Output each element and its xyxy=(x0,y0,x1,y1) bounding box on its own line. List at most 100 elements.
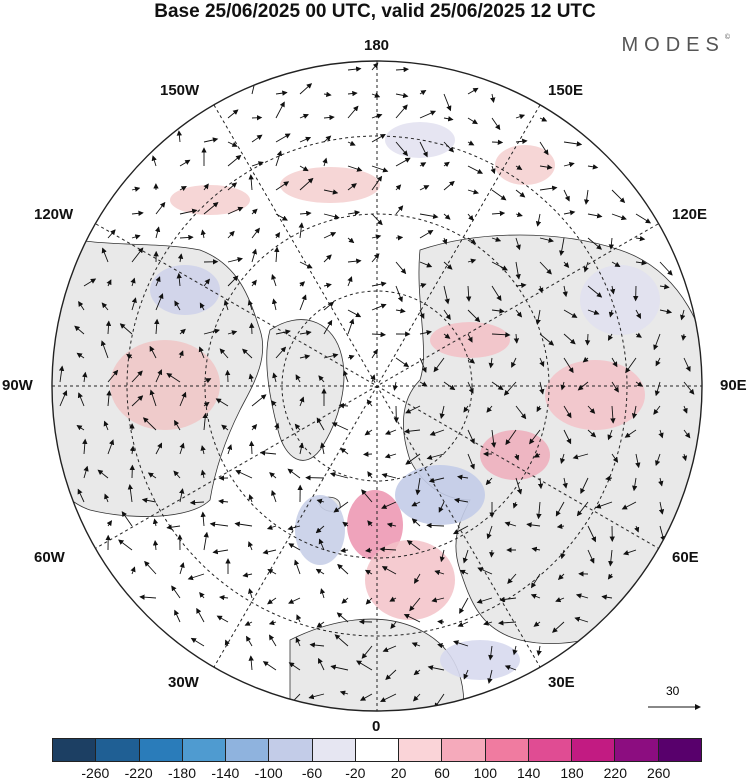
wind-vector xyxy=(429,429,445,436)
wind-vector xyxy=(467,309,481,323)
wind-vector xyxy=(371,92,381,98)
wind-vector xyxy=(299,354,311,360)
wind-vector xyxy=(467,87,479,95)
colorbar-swatch xyxy=(226,739,270,761)
colorbar-swatch xyxy=(615,739,659,761)
wind-vector xyxy=(200,469,206,479)
wind-vector xyxy=(572,453,589,460)
wind-vector xyxy=(251,115,263,121)
wind-vector xyxy=(384,453,397,459)
wind-vector xyxy=(295,636,301,647)
wind-vector xyxy=(438,501,445,513)
wind-vector xyxy=(419,141,428,158)
wind-vector xyxy=(323,353,339,359)
wind-vector xyxy=(395,357,410,368)
lon-label-180: 180 xyxy=(364,37,390,54)
wind-vector xyxy=(121,511,133,527)
wind-vector xyxy=(347,66,362,72)
modes-logo: MODES© xyxy=(621,34,730,57)
wind-vector xyxy=(364,429,373,436)
anomaly-negative-south xyxy=(440,640,520,680)
wind-vector xyxy=(538,285,544,294)
wind-vector xyxy=(235,470,253,479)
wind-vector xyxy=(467,429,475,445)
wind-vector xyxy=(539,333,555,346)
wind-vector xyxy=(347,140,356,146)
wind-vector xyxy=(77,488,85,503)
wind-vector xyxy=(198,346,205,359)
wind-vector xyxy=(364,569,373,575)
wind-vector xyxy=(403,614,421,623)
wind-vector xyxy=(179,159,191,167)
lon-label-0: 0 xyxy=(372,718,381,735)
wind-vector xyxy=(442,237,448,245)
wind-vector xyxy=(654,381,661,397)
wind-vector xyxy=(433,357,445,373)
wind-vector xyxy=(202,412,208,431)
wind-vector xyxy=(130,566,136,575)
wind-vector xyxy=(274,246,280,263)
wind-vector xyxy=(487,669,493,684)
wind-vector xyxy=(443,333,451,339)
wind-vector xyxy=(173,470,181,479)
wind-vector xyxy=(155,442,163,455)
wind-vector xyxy=(563,189,570,202)
wind-vector xyxy=(199,302,205,311)
wind-vector xyxy=(318,375,325,383)
wind-vector xyxy=(443,116,454,122)
wind-vector xyxy=(539,185,558,191)
wind-vector xyxy=(299,261,313,269)
wind-vector xyxy=(176,272,182,287)
wind-vector xyxy=(144,560,157,575)
reference-vector-label: 30 xyxy=(666,684,680,698)
wind-vector xyxy=(533,621,541,627)
wind-vector xyxy=(395,205,404,215)
wind-vector xyxy=(347,165,363,172)
wind-vector xyxy=(299,177,314,191)
wind-vector xyxy=(271,273,277,287)
wind-vector xyxy=(323,189,339,195)
wind-vector xyxy=(658,477,664,487)
wind-vector xyxy=(227,444,233,455)
wind-vector xyxy=(131,210,144,216)
wind-vector xyxy=(490,93,496,103)
wind-vector xyxy=(246,635,253,647)
wind-vector xyxy=(200,511,206,527)
wind-vector xyxy=(491,139,504,145)
wind-vector xyxy=(379,546,397,552)
colorbar-swatch xyxy=(572,739,616,761)
wind-vector xyxy=(658,501,665,515)
wind-vector xyxy=(453,525,469,535)
wind-vector xyxy=(179,442,185,455)
wind-vector xyxy=(577,381,589,391)
wind-vector xyxy=(515,477,523,495)
wind-vector xyxy=(244,620,253,626)
wind-vector xyxy=(467,258,477,264)
anomaly-positive-n2 xyxy=(280,167,380,203)
wind-vector xyxy=(491,261,508,271)
wind-vectors xyxy=(58,62,695,709)
wind-vector xyxy=(262,549,277,555)
wind-vector xyxy=(371,165,389,173)
wind-vector xyxy=(288,662,301,671)
wind-vector xyxy=(251,424,258,431)
wind-vector xyxy=(340,547,349,554)
wind-vector xyxy=(491,332,511,338)
wind-vector xyxy=(389,596,397,602)
wind-vector xyxy=(491,308,505,314)
wind-vector xyxy=(533,452,541,458)
wind-vector xyxy=(227,206,244,215)
wind-vector xyxy=(395,235,404,241)
wind-vector xyxy=(323,213,340,220)
wind-vector xyxy=(126,353,133,360)
wind-vector xyxy=(225,369,231,383)
colorbar-tick-label: -180 xyxy=(167,765,197,781)
colorbar-tick-label: 260 xyxy=(646,765,671,781)
wind-vector xyxy=(139,594,157,600)
wind-vector xyxy=(248,655,254,671)
wind-vector xyxy=(339,690,349,696)
colorbar-tick-label: -220 xyxy=(124,765,153,781)
wind-vector xyxy=(74,325,85,335)
wind-vector xyxy=(152,518,159,527)
wind-vector xyxy=(498,620,517,626)
